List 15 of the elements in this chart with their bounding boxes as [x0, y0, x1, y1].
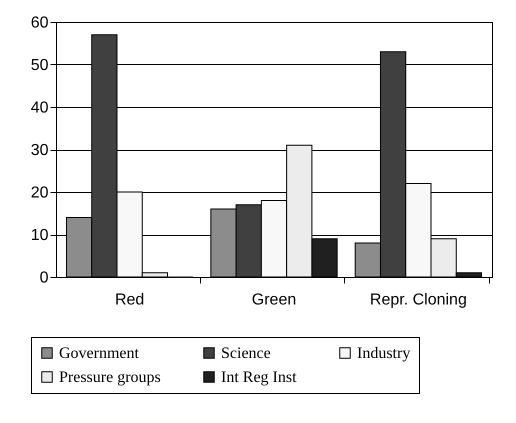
x-tick-label: Repr. Cloning [370, 292, 467, 308]
y-tick-label: 20 [30, 184, 49, 202]
y-tick-label: 0 [40, 270, 49, 286]
legend-label: Pressure groups [59, 369, 161, 386]
x-tick-label: Green [252, 292, 296, 308]
y-tick-label: 30 [30, 142, 49, 159]
legend-label: Int Reg Inst [221, 369, 298, 386]
legend-label: Science [221, 345, 271, 362]
x-tick-label: Red [114, 292, 144, 308]
legend-label: Government [59, 345, 140, 362]
y-tick-label: 50 [30, 57, 49, 74]
y-tick-label: 60 [30, 14, 49, 32]
y-tick-label: 10 [30, 227, 49, 244]
legend-label: Industry [357, 345, 410, 362]
y-tick-label: 40 [30, 100, 49, 116]
